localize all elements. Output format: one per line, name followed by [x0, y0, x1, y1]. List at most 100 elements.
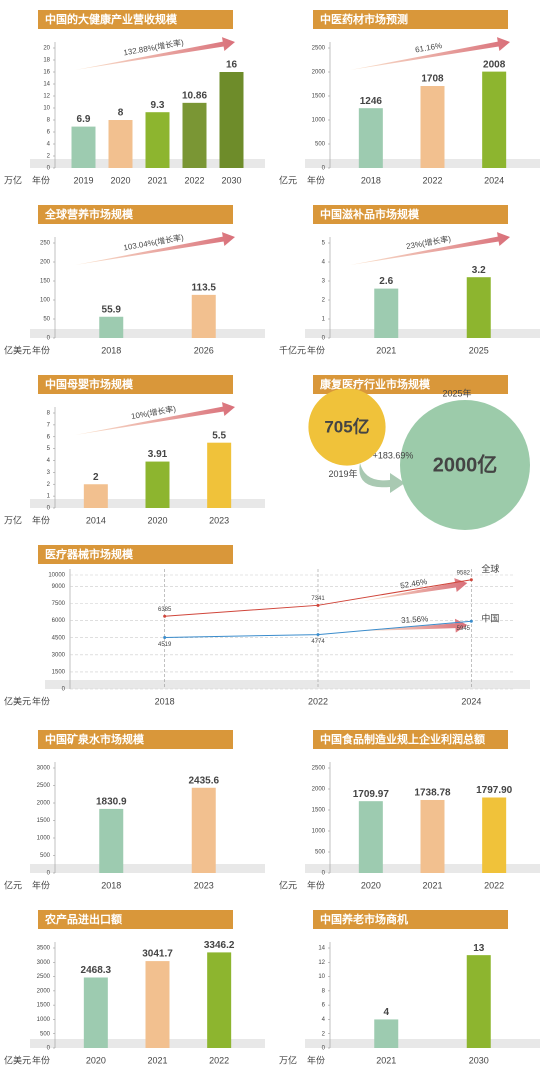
- y-tick-label: 12: [318, 960, 325, 966]
- x-tick-label: 2020: [110, 175, 130, 185]
- y-tick-label: 1: [47, 494, 51, 500]
- point-label: 6385: [158, 607, 172, 613]
- chart-title: 中国的大健康产业营收规模: [45, 12, 178, 26]
- y-tick-label: 6: [47, 434, 51, 440]
- y-tick-label: 4: [322, 260, 326, 266]
- bar: [466, 277, 491, 338]
- value-label: 1708: [421, 74, 444, 85]
- growth-arrow: [363, 578, 468, 601]
- y-tick-label: 0: [322, 1046, 326, 1052]
- bar: [374, 288, 399, 338]
- title-banner: [38, 910, 233, 929]
- y-tick-label: 10000: [48, 573, 65, 579]
- x-tick-label: 2026: [194, 345, 214, 355]
- y-tick-label: 50: [43, 317, 50, 323]
- y-tick-label: 2: [47, 482, 51, 488]
- point-label: 9582: [457, 570, 471, 576]
- title-banner: [313, 375, 508, 394]
- point-label: 4774: [311, 639, 325, 645]
- y-tick-label: 2500: [312, 766, 326, 772]
- unit-label: 亿美元: [4, 344, 31, 355]
- x-axis-label: 年份: [32, 695, 50, 706]
- y-tick-label: 0: [47, 166, 51, 172]
- value-label: 2.6: [379, 276, 393, 287]
- y-tick-label: 6000: [52, 618, 66, 624]
- value-label: 3.91: [148, 449, 168, 460]
- unit-label: 亿美元: [4, 695, 31, 706]
- title-banner: [313, 910, 508, 929]
- bar: [71, 126, 96, 168]
- point: [163, 635, 167, 639]
- y-tick-label: 3: [47, 470, 51, 476]
- value-label: 1830.9: [96, 797, 127, 808]
- bar: [374, 1019, 399, 1048]
- y-tick-label: 1500: [52, 669, 66, 675]
- y-tick-label: 1000: [37, 836, 51, 842]
- x-axis-label: 年份: [32, 344, 50, 355]
- y-tick-label: 6: [47, 130, 51, 136]
- y-tick-label: 0: [47, 336, 51, 342]
- y-tick-label: 9000: [52, 584, 66, 590]
- y-tick-label: 0: [322, 336, 326, 342]
- baseline-band: [30, 329, 265, 338]
- y-tick-label: 1500: [37, 1003, 51, 1009]
- y-tick-label: 5: [47, 446, 51, 452]
- growth-arrow: [363, 618, 468, 633]
- y-tick-label: 3: [322, 279, 326, 285]
- value-label: 3346.2: [204, 940, 235, 951]
- y-tick-label: 6: [322, 1003, 326, 1009]
- growth-label: 31.56%: [401, 614, 429, 625]
- y-tick-label: 4: [47, 142, 51, 148]
- chart-title: 中国母婴市场规模: [45, 377, 134, 391]
- title-banner: [38, 205, 233, 224]
- y-tick-label: 1000: [37, 1017, 51, 1023]
- baseline-band: [30, 864, 265, 873]
- bar: [482, 797, 507, 873]
- x-tick-label: 2030: [469, 1055, 489, 1065]
- chart-title: 康复医疗行业市场规模: [320, 377, 431, 391]
- y-tick-label: 20: [43, 46, 50, 52]
- point: [469, 578, 473, 582]
- y-tick-label: 18: [43, 58, 50, 64]
- y-tick-label: 500: [315, 850, 326, 856]
- x-tick-label: 2025: [469, 345, 489, 355]
- bubble: [308, 388, 386, 466]
- x-tick-label: 2022: [209, 1055, 229, 1065]
- point-label: 7341: [311, 596, 325, 602]
- y-tick-label: 7500: [52, 601, 66, 607]
- x-tick-label: 2030: [221, 175, 241, 185]
- point: [316, 603, 320, 607]
- chart-title: 中医药材市场预测: [320, 12, 408, 26]
- x-axis-label: 年份: [307, 879, 325, 890]
- bar: [83, 484, 108, 508]
- chart-title: 农产品进出口额: [44, 912, 122, 926]
- series-name: 全球: [481, 563, 499, 574]
- value-label: 10.86: [182, 90, 207, 101]
- y-tick-label: 1500: [312, 808, 326, 814]
- x-tick-label: 2020: [147, 515, 167, 525]
- x-axis-label: 年份: [307, 174, 325, 185]
- bubble-category: 2025年: [442, 387, 471, 398]
- y-tick-label: 3000: [37, 766, 51, 772]
- x-tick-label: 2021: [147, 1055, 167, 1065]
- unit-label: 万亿: [4, 174, 22, 185]
- bubble-label: 2000亿: [433, 452, 498, 476]
- unit-label: 亿元: [279, 174, 297, 185]
- y-tick-label: 8: [47, 118, 51, 124]
- x-tick-label: 2014: [86, 515, 106, 525]
- bar: [466, 955, 491, 1048]
- y-tick-label: 12: [43, 94, 50, 100]
- y-tick-label: 1500: [312, 94, 326, 100]
- y-tick-label: 0: [322, 871, 326, 877]
- x-tick-label: 2020: [86, 1055, 106, 1065]
- x-tick-label: 2022: [308, 696, 328, 706]
- y-tick-label: 0: [47, 506, 51, 512]
- chart-title: 中国食品制造业规上企业利润总额: [320, 732, 485, 746]
- x-tick-label: 2018: [361, 175, 381, 185]
- flow-arrow: [359, 463, 405, 493]
- y-tick-label: 250: [40, 241, 51, 247]
- value-label: 6.9: [77, 114, 91, 125]
- value-label: 13: [473, 943, 485, 954]
- unit-label: 万亿: [4, 514, 22, 525]
